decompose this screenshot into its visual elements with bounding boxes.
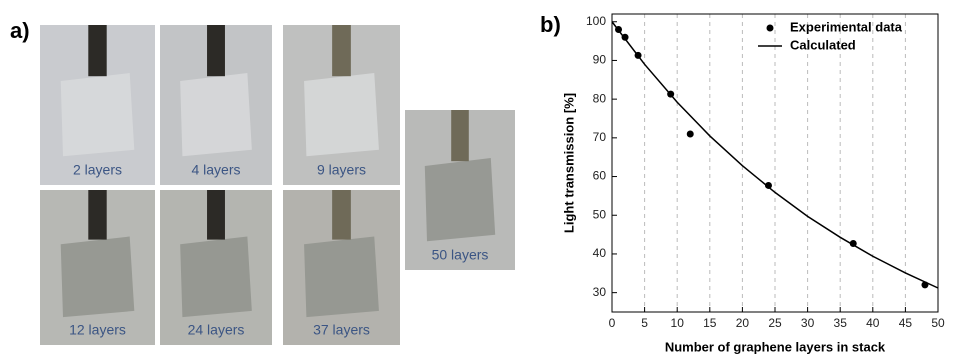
y-axis-label: Light transmission [%]: [561, 93, 576, 233]
legend-label: Experimental data: [790, 19, 903, 34]
y-tick-label: 40: [593, 246, 607, 260]
graphene-film: [304, 73, 379, 157]
x-tick-label: 50: [931, 316, 945, 330]
x-tick-label: 5: [641, 316, 648, 330]
x-tick-label: 0: [609, 316, 616, 330]
photo: 37 layers: [283, 190, 400, 345]
panel-label: a): [10, 18, 30, 43]
photo: 24 layers: [160, 190, 272, 345]
photo: 12 layers: [40, 190, 155, 345]
x-tick-label: 40: [866, 316, 880, 330]
y-tick-label: 50: [593, 207, 607, 221]
graphene-film: [424, 158, 496, 242]
y-tick-label: 100: [586, 14, 606, 28]
y-tick-label: 80: [593, 91, 607, 105]
photo-label: 4 layers: [191, 162, 240, 178]
photo-label: 24 layers: [188, 322, 245, 338]
data-point: [764, 181, 772, 189]
tweezers: [451, 110, 469, 162]
tweezers: [332, 25, 351, 77]
photo: 50 layers: [405, 110, 515, 270]
graphene-film: [60, 236, 135, 318]
panel-label: b): [540, 12, 561, 37]
legend-label: Calculated: [790, 37, 856, 52]
x-tick-label: 10: [671, 316, 685, 330]
data-point: [686, 130, 694, 138]
tweezers: [207, 190, 225, 240]
tweezers: [88, 25, 107, 77]
photo: 4 layers: [160, 25, 272, 185]
calculated-line: [611, 21, 939, 289]
graphene-film: [60, 73, 135, 157]
x-axis-label: Number of graphene layers in stack: [665, 339, 886, 354]
y-tick-label: 30: [593, 285, 607, 299]
tweezers: [207, 25, 225, 77]
y-tick-label: 90: [593, 53, 607, 67]
graphene-film: [180, 73, 252, 157]
y-tick-label: 60: [593, 169, 607, 183]
photo-label: 2 layers: [73, 162, 122, 178]
x-tick-label: 25: [768, 316, 782, 330]
x-tick-label: 15: [703, 316, 717, 330]
legend-marker: [766, 24, 774, 32]
tweezers: [88, 190, 107, 240]
x-tick-label: 45: [899, 316, 913, 330]
graphene-film: [180, 236, 252, 318]
graphene-film: [304, 236, 379, 318]
photo-label: 9 layers: [317, 162, 366, 178]
tweezers: [332, 190, 351, 240]
plot-frame: [611, 13, 939, 313]
photo-label: 50 layers: [432, 247, 489, 263]
photo-label: 37 layers: [313, 322, 370, 338]
y-tick-label: 70: [593, 130, 607, 144]
x-tick-label: 30: [801, 316, 815, 330]
photo-label: 12 layers: [69, 322, 126, 338]
photo: 2 layers: [40, 25, 155, 185]
photo: 9 layers: [283, 25, 400, 185]
x-tick-label: 20: [736, 316, 750, 330]
x-tick-label: 35: [834, 316, 848, 330]
